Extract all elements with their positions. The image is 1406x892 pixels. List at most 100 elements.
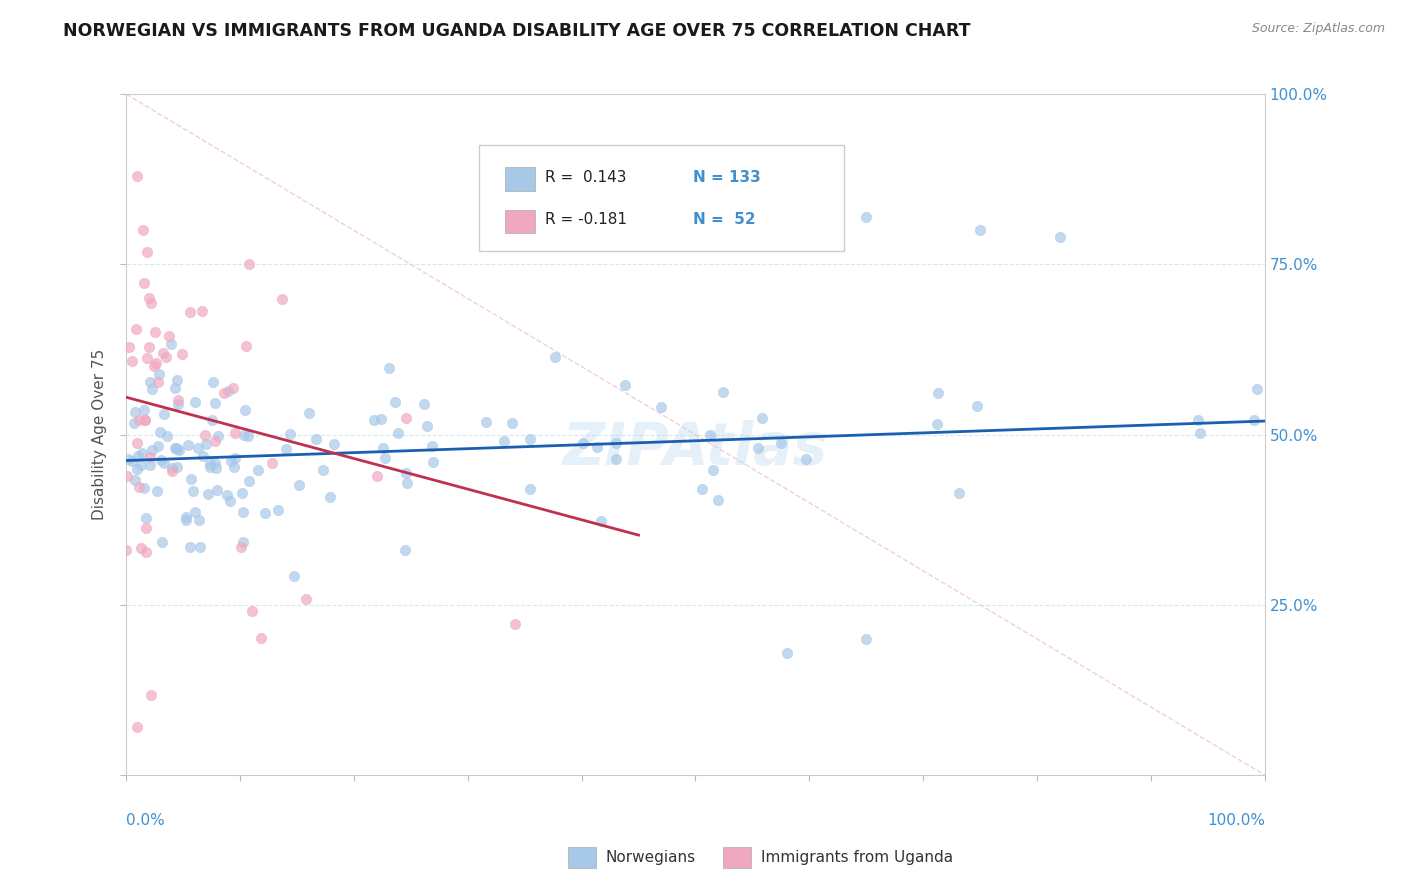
Point: [287, 478, 309, 492]
Point: [117, 340, 139, 354]
Point: [127, 462, 149, 476]
Point: [127, 721, 149, 735]
Point: [166, 373, 188, 387]
Point: [387, 426, 409, 441]
Point: [572, 435, 595, 450]
Point: [224, 450, 246, 465]
Text: 0.0%: 0.0%: [127, 813, 165, 828]
Y-axis label: Disability Age Over 75: Disability Age Over 75: [93, 349, 107, 520]
Point: [138, 340, 160, 354]
Point: [242, 604, 264, 618]
Point: [217, 384, 239, 398]
Point: [1243, 413, 1265, 427]
Point: [188, 540, 211, 554]
Point: [751, 410, 773, 425]
Point: [138, 376, 160, 390]
Point: [494, 434, 516, 448]
Point: [763, 155, 786, 169]
FancyBboxPatch shape: [479, 145, 844, 251]
Point: [204, 396, 226, 410]
Point: [278, 426, 301, 441]
Point: [543, 350, 565, 364]
Point: [775, 646, 797, 660]
Point: [146, 375, 169, 389]
Text: Norwegians: Norwegians: [606, 850, 696, 864]
Point: [157, 329, 180, 343]
Point: [395, 411, 418, 425]
Text: Source: ZipAtlas.com: Source: ZipAtlas.com: [1251, 22, 1385, 36]
Point: [121, 454, 143, 468]
Point: [166, 442, 188, 456]
Point: [129, 458, 152, 472]
Point: [966, 399, 988, 413]
Point: [132, 223, 155, 237]
Text: Immigrants from Uganda: Immigrants from Uganda: [761, 850, 953, 864]
Point: [283, 568, 305, 582]
Point: [177, 438, 200, 452]
Point: [747, 441, 769, 455]
Point: [152, 346, 174, 360]
Point: [127, 169, 149, 183]
Point: [129, 541, 152, 555]
Point: [135, 545, 157, 559]
Point: [134, 482, 156, 496]
FancyBboxPatch shape: [505, 210, 534, 234]
Point: [117, 469, 139, 483]
Point: [224, 459, 246, 474]
Point: [363, 413, 385, 427]
Point: [188, 513, 211, 527]
Point: [589, 514, 612, 528]
Point: [197, 487, 219, 501]
Point: [250, 631, 273, 645]
Point: [193, 449, 215, 463]
Point: [150, 534, 173, 549]
Point: [174, 510, 197, 524]
Point: [172, 346, 194, 360]
Point: [160, 337, 183, 351]
Point: [153, 408, 176, 422]
Point: [146, 484, 169, 499]
Point: [253, 506, 276, 520]
Point: [124, 405, 146, 419]
Point: [384, 395, 406, 409]
Point: [305, 432, 328, 446]
Point: [395, 467, 418, 481]
Point: [153, 456, 176, 470]
Point: [165, 442, 187, 456]
Point: [167, 443, 190, 458]
Point: [141, 382, 163, 396]
Point: [134, 413, 156, 427]
Point: [613, 377, 636, 392]
Point: [135, 521, 157, 535]
Point: [194, 428, 217, 442]
Point: [322, 436, 344, 450]
Point: [519, 432, 541, 446]
Text: 100.0%: 100.0%: [1206, 813, 1265, 828]
Point: [163, 382, 186, 396]
Point: [155, 350, 177, 364]
Point: [162, 461, 184, 475]
Point: [204, 456, 226, 470]
Point: [295, 592, 318, 607]
Point: [266, 503, 288, 517]
Point: [200, 457, 222, 471]
Text: NORWEGIAN VS IMMIGRANTS FROM UGANDA DISABILITY AGE OVER 75 CORRELATION CHART: NORWEGIAN VS IMMIGRANTS FROM UGANDA DISA…: [63, 22, 970, 40]
Point: [274, 442, 297, 456]
Point: [298, 406, 321, 420]
Point: [146, 439, 169, 453]
Point: [124, 474, 146, 488]
Point: [205, 461, 228, 475]
Point: [707, 493, 730, 508]
Point: [501, 416, 523, 430]
Point: [475, 415, 498, 429]
Point: [422, 439, 444, 453]
Point: [219, 454, 242, 468]
Point: [207, 429, 229, 443]
Point: [415, 419, 437, 434]
Point: [371, 442, 394, 456]
Point: [184, 505, 207, 519]
Point: [796, 451, 818, 466]
Point: [650, 400, 672, 414]
Point: [141, 442, 163, 457]
Point: [702, 463, 724, 477]
